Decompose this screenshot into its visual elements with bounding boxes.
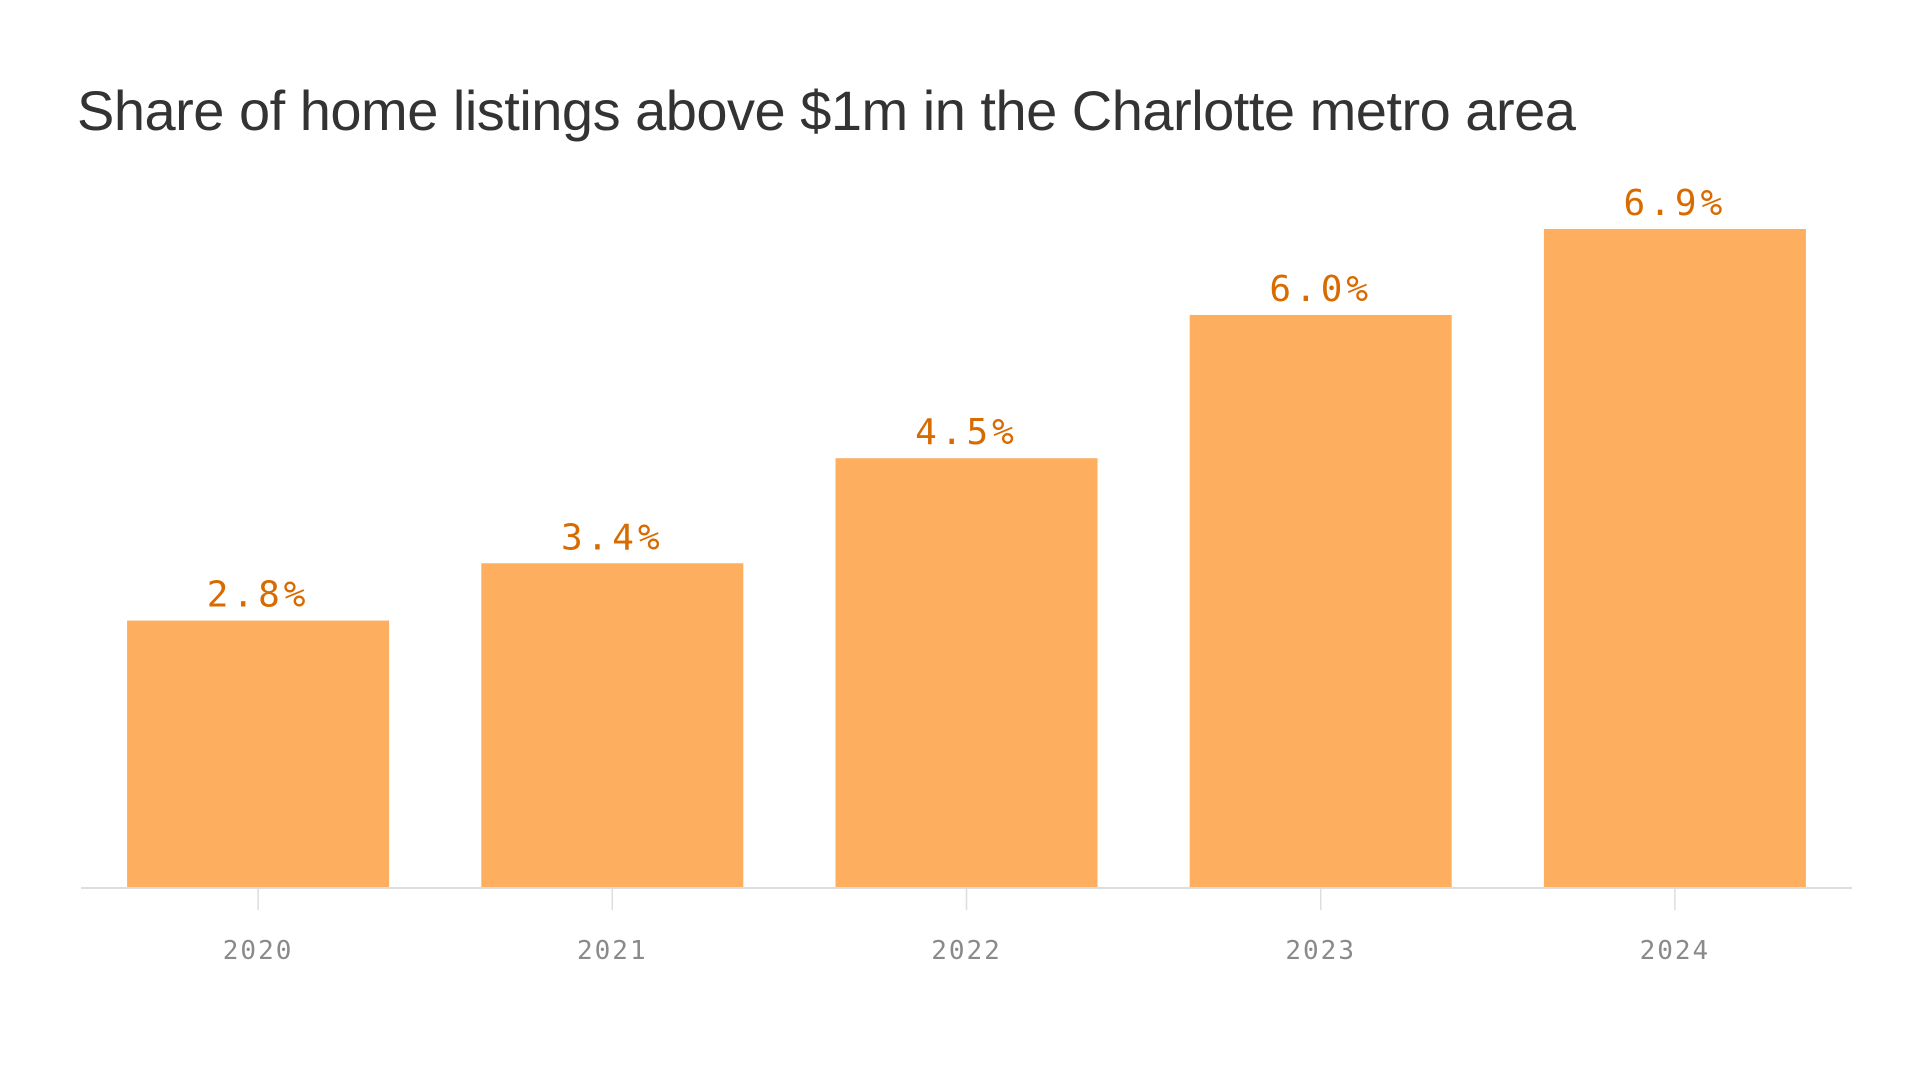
bar-2023: [1189, 314, 1452, 888]
bars-group: [127, 229, 1806, 888]
value-label-2021: 3.4%: [561, 517, 664, 558]
value-label-2020: 2.8%: [207, 575, 310, 616]
value-label-2024: 6.9%: [1624, 183, 1727, 224]
chart-title: Share of home listings above $1m in the …: [77, 79, 1576, 142]
x-axis-ticks-group: 2020 2021 2022 2023 2024: [223, 888, 1711, 966]
x-tick-label-2024: 2024: [1640, 936, 1711, 966]
bar-2024: [1543, 229, 1806, 888]
x-tick-label-2023: 2023: [1285, 936, 1356, 966]
value-label-2023: 6.0%: [1269, 269, 1372, 310]
value-label-2022: 4.5%: [915, 412, 1018, 453]
x-tick-label-2022: 2022: [931, 936, 1002, 966]
value-labels-group: 2.8% 3.4% 4.5% 6.0% 6.9%: [207, 183, 1727, 616]
bar-2021: [481, 563, 744, 888]
bar-2020: [127, 620, 390, 888]
bar-2022: [835, 458, 1098, 888]
x-tick-label-2021: 2021: [577, 936, 648, 966]
x-tick-label-2020: 2020: [223, 936, 294, 966]
